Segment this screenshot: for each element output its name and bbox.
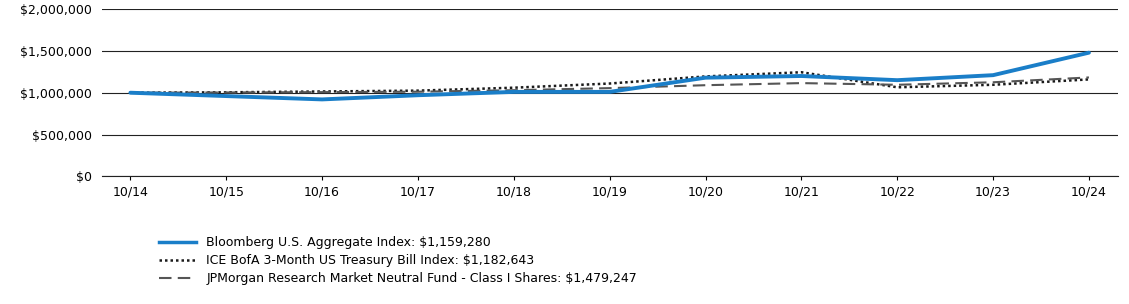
ICE BofA 3-Month US Treasury Bill Index: $1,182,643: (1, 1e+06): $1,182,643: (1, 1e+06) xyxy=(219,91,233,94)
Bloomberg U.S. Aggregate Index: $1,159,280: (7, 1.24e+06): $1,159,280: (7, 1.24e+06) xyxy=(795,71,808,74)
ICE BofA 3-Month US Treasury Bill Index: $1,182,643: (5, 1.06e+06): $1,182,643: (5, 1.06e+06) xyxy=(603,86,616,90)
Legend: Bloomberg U.S. Aggregate Index: $1,159,280, ICE BofA 3-Month US Treasury Bill In: Bloomberg U.S. Aggregate Index: $1,159,2… xyxy=(159,236,637,285)
JPMorgan Research Market Neutral Fund - Class I Shares: $1,479,247: (0, 1e+06): $1,479,247: (0, 1e+06) xyxy=(123,91,137,95)
JPMorgan Research Market Neutral Fund - Class I Shares: $1,479,247: (1, 9.6e+05): $1,479,247: (1, 9.6e+05) xyxy=(219,94,233,98)
Bloomberg U.S. Aggregate Index: $1,159,280: (6, 1.2e+06): $1,159,280: (6, 1.2e+06) xyxy=(699,74,712,78)
JPMorgan Research Market Neutral Fund - Class I Shares: $1,479,247: (9, 1.21e+06): $1,479,247: (9, 1.21e+06) xyxy=(987,73,1000,77)
Bloomberg U.S. Aggregate Index: $1,159,280: (8, 1.06e+06): $1,159,280: (8, 1.06e+06) xyxy=(891,85,904,89)
Bloomberg U.S. Aggregate Index: $1,159,280: (3, 1.02e+06): $1,159,280: (3, 1.02e+06) xyxy=(411,89,425,92)
ICE BofA 3-Month US Treasury Bill Index: $1,182,643: (10, 1.18e+06): $1,182,643: (10, 1.18e+06) xyxy=(1083,76,1096,79)
Line: ICE BofA 3-Month US Treasury Bill Index: $1,182,643: ICE BofA 3-Month US Treasury Bill Index:… xyxy=(130,78,1089,93)
JPMorgan Research Market Neutral Fund - Class I Shares: $1,479,247: (4, 1.01e+06): $1,479,247: (4, 1.01e+06) xyxy=(507,90,520,94)
JPMorgan Research Market Neutral Fund - Class I Shares: $1,479,247: (5, 1.01e+06): $1,479,247: (5, 1.01e+06) xyxy=(603,90,616,94)
ICE BofA 3-Month US Treasury Bill Index: $1,182,643: (3, 1.01e+06): $1,182,643: (3, 1.01e+06) xyxy=(411,90,425,94)
Bloomberg U.S. Aggregate Index: $1,159,280: (0, 1e+06): $1,159,280: (0, 1e+06) xyxy=(123,91,137,95)
JPMorgan Research Market Neutral Fund - Class I Shares: $1,479,247: (7, 1.2e+06): $1,479,247: (7, 1.2e+06) xyxy=(795,74,808,78)
ICE BofA 3-Month US Treasury Bill Index: $1,182,643: (8, 1.1e+06): $1,182,643: (8, 1.1e+06) xyxy=(891,83,904,87)
Line: Bloomberg U.S. Aggregate Index: $1,159,280: Bloomberg U.S. Aggregate Index: $1,159,2… xyxy=(130,72,1089,93)
ICE BofA 3-Month US Treasury Bill Index: $1,182,643: (0, 1e+06): $1,182,643: (0, 1e+06) xyxy=(123,91,137,95)
ICE BofA 3-Month US Treasury Bill Index: $1,182,643: (6, 1.09e+06): $1,182,643: (6, 1.09e+06) xyxy=(699,83,712,87)
Bloomberg U.S. Aggregate Index: $1,159,280: (5, 1.11e+06): $1,159,280: (5, 1.11e+06) xyxy=(603,82,616,85)
JPMorgan Research Market Neutral Fund - Class I Shares: $1,479,247: (8, 1.15e+06): $1,479,247: (8, 1.15e+06) xyxy=(891,78,904,82)
ICE BofA 3-Month US Treasury Bill Index: $1,182,643: (4, 1.03e+06): $1,182,643: (4, 1.03e+06) xyxy=(507,88,520,92)
JPMorgan Research Market Neutral Fund - Class I Shares: $1,479,247: (3, 9.7e+05): $1,479,247: (3, 9.7e+05) xyxy=(411,93,425,97)
JPMorgan Research Market Neutral Fund - Class I Shares: $1,479,247: (6, 1.18e+06): $1,479,247: (6, 1.18e+06) xyxy=(699,76,712,80)
Bloomberg U.S. Aggregate Index: $1,159,280: (4, 1.06e+06): $1,159,280: (4, 1.06e+06) xyxy=(507,86,520,90)
JPMorgan Research Market Neutral Fund - Class I Shares: $1,479,247: (10, 1.48e+06): $1,479,247: (10, 1.48e+06) xyxy=(1083,51,1096,54)
Bloomberg U.S. Aggregate Index: $1,159,280: (10, 1.16e+06): $1,159,280: (10, 1.16e+06) xyxy=(1083,78,1096,81)
Bloomberg U.S. Aggregate Index: $1,159,280: (1, 1e+06): $1,159,280: (1, 1e+06) xyxy=(219,91,233,94)
ICE BofA 3-Month US Treasury Bill Index: $1,182,643: (2, 1.01e+06): $1,182,643: (2, 1.01e+06) xyxy=(315,90,329,94)
ICE BofA 3-Month US Treasury Bill Index: $1,182,643: (7, 1.12e+06): $1,182,643: (7, 1.12e+06) xyxy=(795,81,808,85)
Line: JPMorgan Research Market Neutral Fund - Class I Shares: $1,479,247: JPMorgan Research Market Neutral Fund - … xyxy=(130,53,1089,99)
ICE BofA 3-Month US Treasury Bill Index: $1,182,643: (9, 1.12e+06): $1,182,643: (9, 1.12e+06) xyxy=(987,81,1000,84)
JPMorgan Research Market Neutral Fund - Class I Shares: $1,479,247: (2, 9.2e+05): $1,479,247: (2, 9.2e+05) xyxy=(315,98,329,101)
Bloomberg U.S. Aggregate Index: $1,159,280: (2, 1.02e+06): $1,159,280: (2, 1.02e+06) xyxy=(315,90,329,93)
Bloomberg U.S. Aggregate Index: $1,159,280: (9, 1.1e+06): $1,159,280: (9, 1.1e+06) xyxy=(987,83,1000,87)
